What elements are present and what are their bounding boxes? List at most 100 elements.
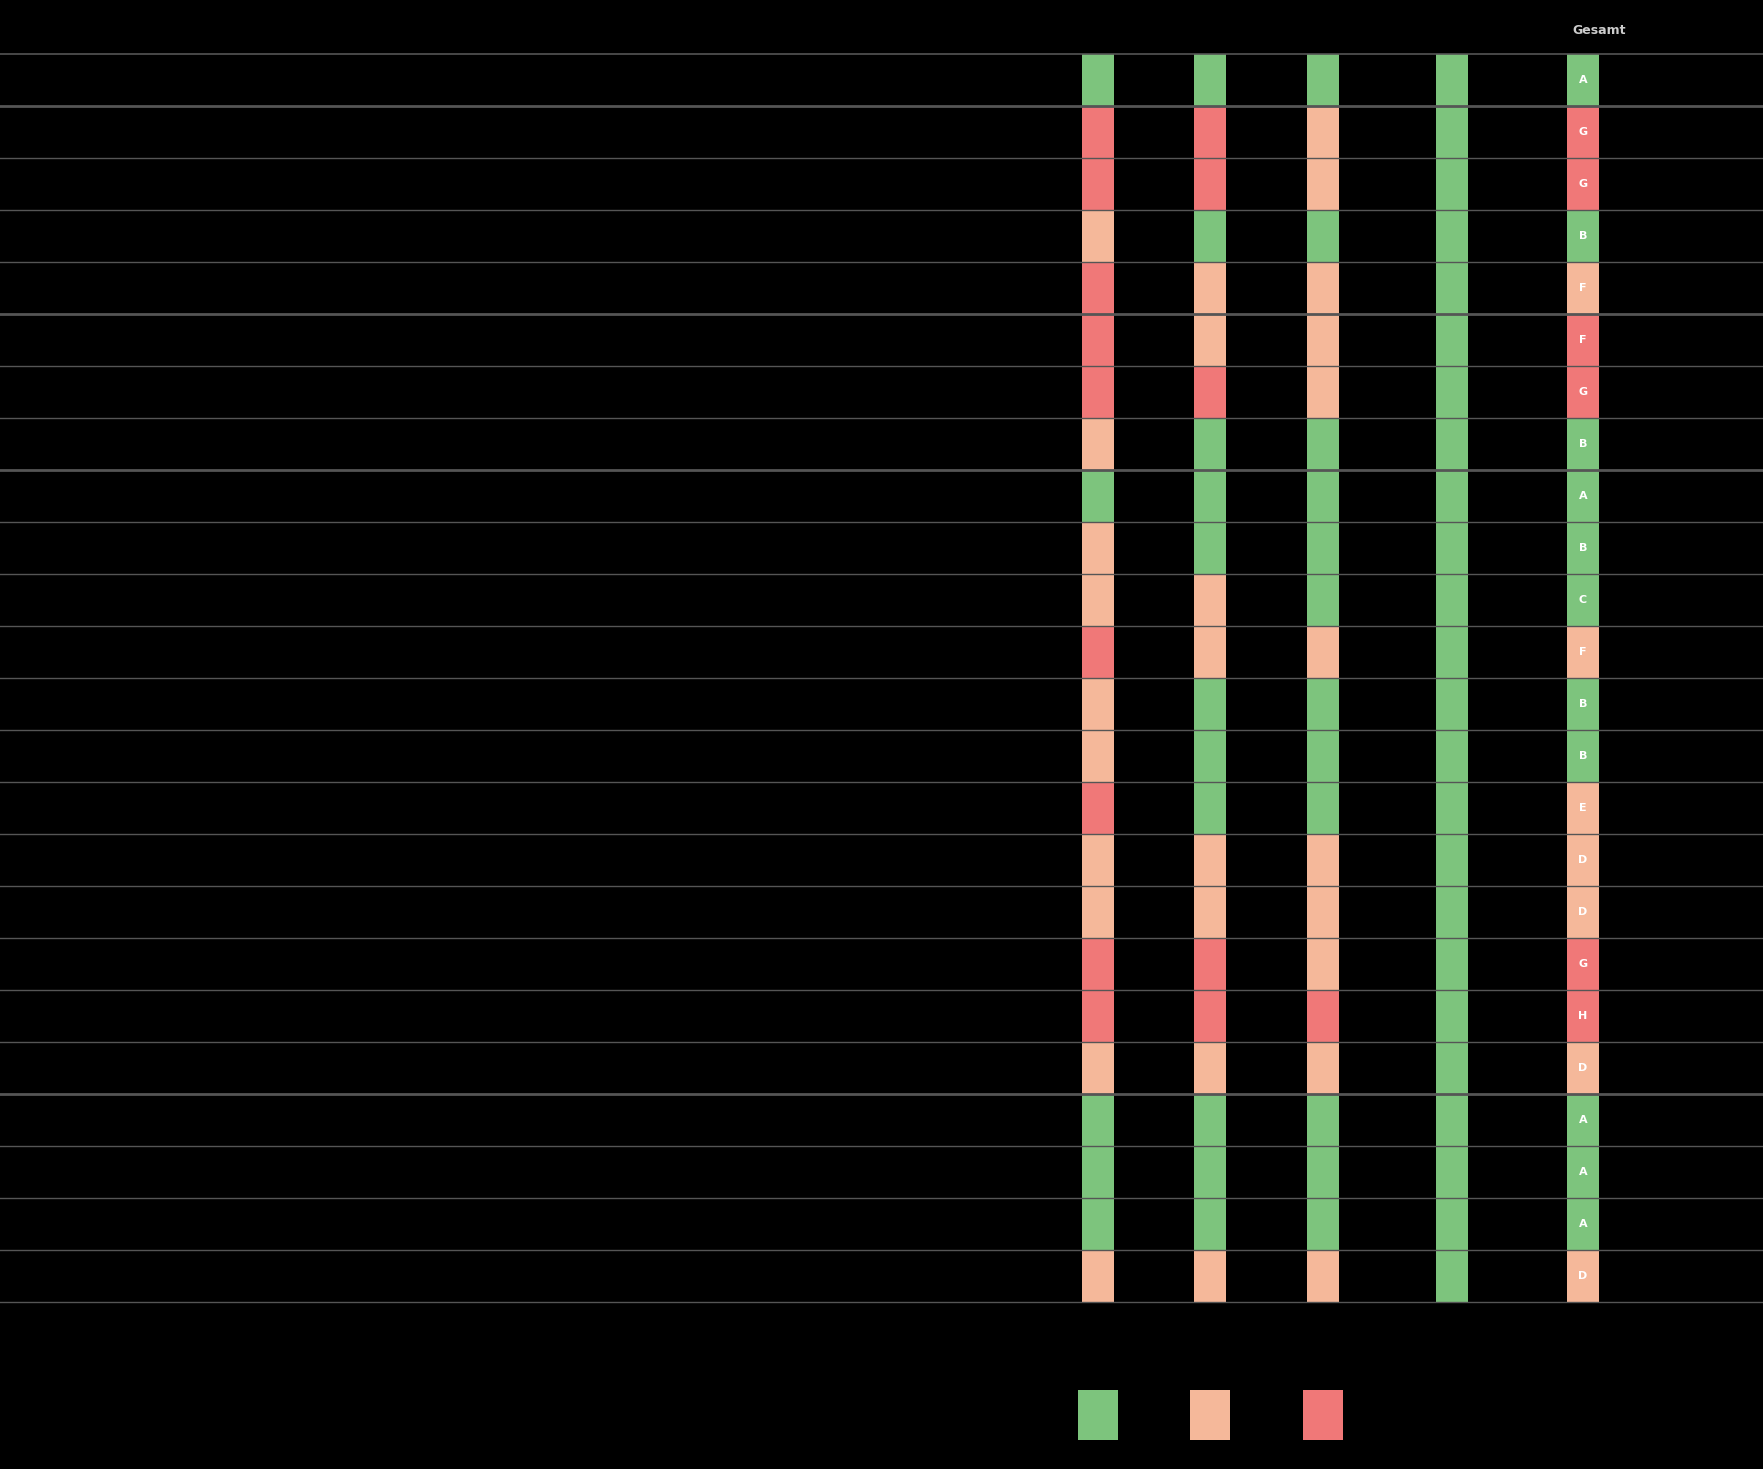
Text: D: D xyxy=(1578,855,1588,865)
Bar xyxy=(1194,1146,1225,1199)
Text: G: G xyxy=(1578,126,1587,137)
Bar xyxy=(1437,366,1469,419)
Bar xyxy=(1567,470,1599,521)
Bar xyxy=(1437,419,1469,470)
Bar xyxy=(1082,1250,1114,1302)
Bar xyxy=(1306,159,1340,210)
Bar xyxy=(1567,1146,1599,1199)
Text: F: F xyxy=(1580,284,1587,292)
Bar xyxy=(1306,886,1340,939)
Bar xyxy=(1306,1042,1340,1094)
Bar xyxy=(1437,1042,1469,1094)
Bar xyxy=(1082,521,1114,574)
Bar xyxy=(1567,939,1599,990)
Text: B: B xyxy=(1580,699,1587,710)
Bar xyxy=(1082,210,1114,261)
Text: B: B xyxy=(1580,544,1587,552)
Bar xyxy=(1567,730,1599,782)
Text: C: C xyxy=(1580,595,1587,605)
Bar xyxy=(1082,159,1114,210)
Text: F: F xyxy=(1580,335,1587,345)
Bar xyxy=(1082,1199,1114,1250)
Bar xyxy=(1437,834,1469,886)
Bar xyxy=(1306,521,1340,574)
Text: H: H xyxy=(1578,1011,1588,1021)
Bar xyxy=(1567,626,1599,679)
Bar xyxy=(1437,886,1469,939)
Bar xyxy=(1437,261,1469,314)
Bar xyxy=(1194,314,1225,366)
Text: A: A xyxy=(1578,491,1587,501)
Bar xyxy=(1077,1390,1118,1440)
Bar xyxy=(1567,679,1599,730)
Bar xyxy=(1082,679,1114,730)
Bar xyxy=(1437,679,1469,730)
Bar xyxy=(1194,470,1225,521)
Bar xyxy=(1082,939,1114,990)
Text: B: B xyxy=(1580,231,1587,241)
Bar xyxy=(1437,1199,1469,1250)
Bar xyxy=(1194,782,1225,834)
Text: D: D xyxy=(1578,1271,1588,1281)
Bar xyxy=(1437,1094,1469,1146)
Text: D: D xyxy=(1578,1064,1588,1072)
Bar xyxy=(1194,54,1225,106)
Bar xyxy=(1567,886,1599,939)
Bar xyxy=(1082,886,1114,939)
Bar xyxy=(1437,1250,1469,1302)
Bar xyxy=(1194,1042,1225,1094)
Bar xyxy=(1437,990,1469,1042)
Bar xyxy=(1306,834,1340,886)
Bar xyxy=(1437,626,1469,679)
Bar xyxy=(1194,261,1225,314)
Bar xyxy=(1306,261,1340,314)
Bar xyxy=(1194,1199,1225,1250)
Bar xyxy=(1082,106,1114,159)
Bar xyxy=(1082,1094,1114,1146)
Bar xyxy=(1567,1250,1599,1302)
Bar xyxy=(1437,106,1469,159)
Bar xyxy=(1190,1390,1231,1440)
Bar xyxy=(1194,1094,1225,1146)
Bar xyxy=(1437,730,1469,782)
Bar xyxy=(1437,939,1469,990)
Bar xyxy=(1437,470,1469,521)
Bar xyxy=(1306,990,1340,1042)
Bar xyxy=(1082,574,1114,626)
Bar xyxy=(1082,730,1114,782)
Bar xyxy=(1082,626,1114,679)
Bar xyxy=(1306,210,1340,261)
Bar xyxy=(1306,1094,1340,1146)
Bar xyxy=(1082,366,1114,419)
Bar xyxy=(1567,521,1599,574)
Bar xyxy=(1567,1094,1599,1146)
Bar xyxy=(1567,834,1599,886)
Bar xyxy=(1306,782,1340,834)
Bar xyxy=(1194,939,1225,990)
Bar xyxy=(1306,626,1340,679)
Bar xyxy=(1303,1390,1343,1440)
Bar xyxy=(1082,419,1114,470)
Bar xyxy=(1194,210,1225,261)
Bar xyxy=(1306,574,1340,626)
Bar xyxy=(1567,1042,1599,1094)
Bar xyxy=(1194,574,1225,626)
Bar xyxy=(1306,54,1340,106)
Bar xyxy=(1306,106,1340,159)
Bar xyxy=(1194,159,1225,210)
Bar xyxy=(1567,261,1599,314)
Bar xyxy=(1082,990,1114,1042)
Bar xyxy=(1194,886,1225,939)
Bar xyxy=(1437,159,1469,210)
Bar xyxy=(1306,730,1340,782)
Bar xyxy=(1437,314,1469,366)
Bar xyxy=(1082,782,1114,834)
Bar xyxy=(1306,679,1340,730)
Bar xyxy=(1306,314,1340,366)
Text: A: A xyxy=(1578,1219,1587,1230)
Bar xyxy=(1437,521,1469,574)
Bar xyxy=(1437,574,1469,626)
Bar xyxy=(1194,521,1225,574)
Bar xyxy=(1082,1146,1114,1199)
Bar xyxy=(1082,54,1114,106)
